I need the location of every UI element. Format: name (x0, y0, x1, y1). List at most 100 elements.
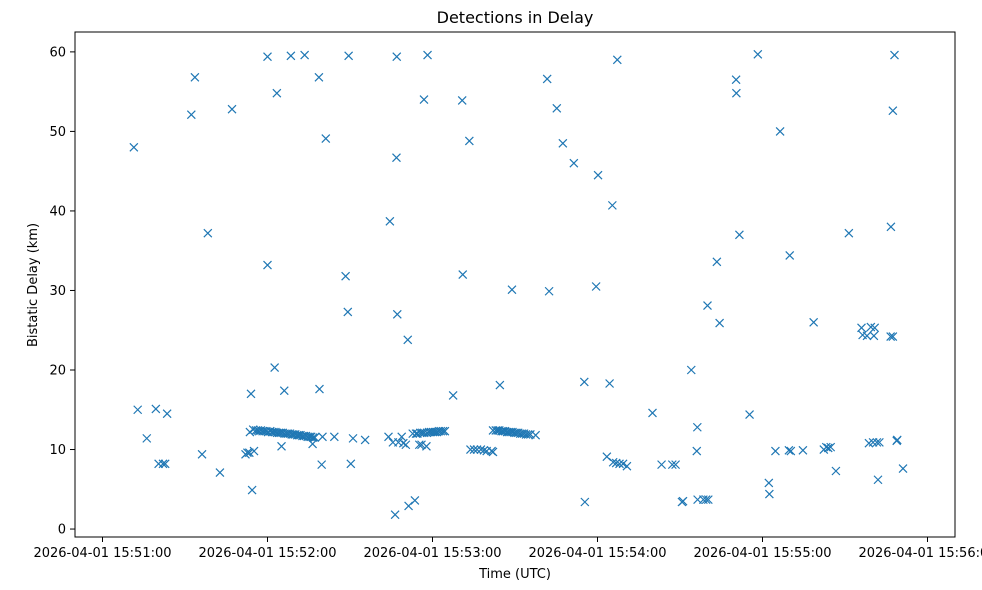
data-point (197, 449, 207, 459)
data-point (823, 443, 833, 453)
data-point (523, 429, 533, 439)
y-tick-label: 60 (49, 45, 66, 60)
data-point (321, 134, 331, 143)
data-point (886, 222, 896, 232)
data-point (870, 323, 880, 333)
data-point (398, 438, 408, 448)
data-point (392, 153, 401, 163)
data-point (272, 88, 282, 98)
x-axis: 2026-04-01 15:51:00 2026-04-01 15:52:00 20… (33, 537, 982, 561)
data-point (731, 88, 741, 98)
data-point (314, 72, 324, 82)
data-point (605, 379, 615, 388)
data-point (249, 446, 259, 456)
data-point (862, 331, 872, 341)
data-point (403, 335, 413, 345)
data-point (142, 433, 152, 443)
data-point (703, 495, 713, 505)
data-point (612, 55, 622, 65)
data-point (618, 459, 628, 469)
data-point (844, 228, 854, 238)
data-point (579, 377, 589, 387)
data-point (809, 317, 819, 327)
x-tick-label: 2026-04-01 15:55:00 (693, 546, 831, 561)
data-point (215, 468, 225, 478)
data-point (315, 384, 324, 394)
data-point (247, 485, 257, 495)
data-point (279, 386, 289, 396)
data-point (786, 446, 796, 456)
data-point (422, 441, 431, 451)
plot-frame (74, 31, 956, 538)
data-point (671, 460, 681, 470)
data-point (244, 448, 254, 458)
data-point (873, 475, 883, 485)
data-point (580, 497, 590, 507)
data-point (385, 216, 395, 226)
data-point (154, 459, 164, 469)
data-point (657, 460, 666, 470)
data-point (771, 446, 780, 456)
data-point (286, 51, 296, 61)
data-point (775, 126, 785, 136)
x-tick-label: 2026-04-01 15:52:00 (198, 546, 336, 561)
data-point (438, 426, 448, 436)
y-tick-label: 20 (49, 363, 66, 378)
data-point (397, 432, 407, 442)
data-point (133, 405, 143, 415)
data-point (607, 200, 617, 210)
data-point (715, 318, 725, 328)
data-point (542, 74, 552, 84)
data-point (469, 445, 479, 454)
data-point (521, 429, 531, 439)
data-point (401, 440, 411, 450)
y-tick-label: 30 (49, 284, 66, 299)
data-point (648, 408, 657, 418)
data-point (731, 75, 741, 85)
data-point (436, 426, 446, 436)
data-point (243, 448, 252, 458)
data-point (190, 72, 200, 82)
data-point (615, 459, 624, 469)
y-tick-label: 50 (49, 125, 66, 140)
data-point (798, 445, 808, 455)
data-point (448, 391, 458, 400)
data-point (888, 106, 898, 116)
data-point (686, 365, 696, 375)
data-point (869, 331, 879, 341)
data-point (423, 50, 432, 60)
data-point (784, 445, 794, 455)
data-point (344, 51, 354, 61)
data-point (785, 251, 795, 260)
y-tick-label: 0 (58, 523, 66, 538)
data-point (745, 410, 754, 419)
data-point (857, 323, 866, 333)
data-point (318, 432, 327, 442)
data-point (458, 270, 468, 279)
data-point (346, 459, 356, 469)
data-point (310, 433, 320, 443)
data-point (544, 286, 554, 296)
data-point (300, 50, 310, 60)
y-axis-title: Bistatic Delay (km) (26, 223, 41, 347)
data-point (390, 510, 400, 520)
data-point (701, 495, 711, 505)
data-point (868, 437, 878, 447)
data-markers (129, 49, 908, 520)
x-tick-label: 2026-04-01 15:54:00 (528, 546, 666, 561)
data-point (419, 95, 429, 105)
data-point (764, 478, 774, 488)
data-point (667, 460, 677, 470)
y-tick-label: 10 (49, 443, 66, 458)
data-point (622, 461, 632, 471)
data-point (360, 435, 370, 445)
data-point (392, 309, 402, 319)
data-point (270, 363, 280, 373)
data-point (593, 170, 603, 180)
data-point (392, 52, 402, 62)
data-point (476, 445, 486, 454)
data-point (151, 404, 161, 414)
data-point (414, 440, 424, 450)
data-point (734, 230, 744, 240)
